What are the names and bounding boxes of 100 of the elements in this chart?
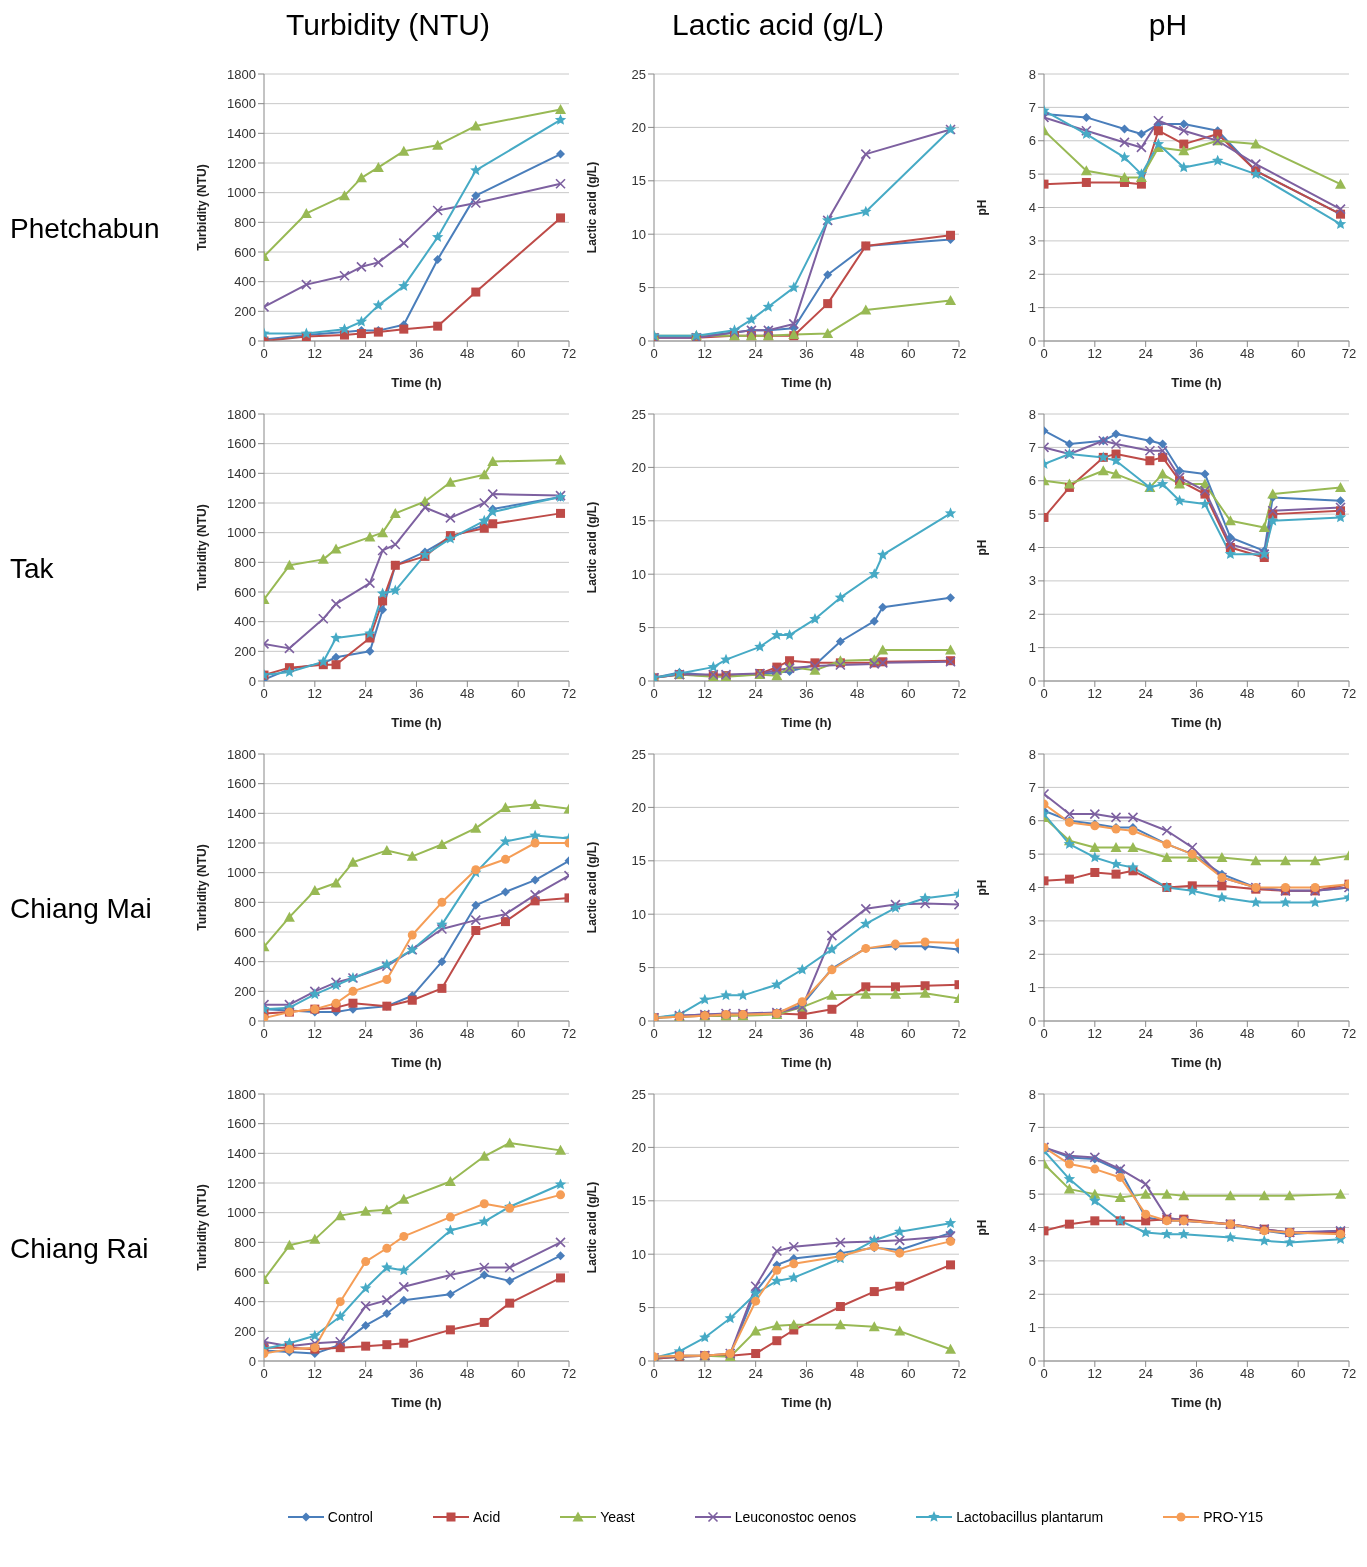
- x-tick-label: 60: [900, 686, 916, 702]
- y-tick-label: 1800: [227, 66, 256, 82]
- y-axis-title: pH: [975, 879, 990, 896]
- y-tick-label: 20: [631, 120, 646, 136]
- x-tick-label: 0: [650, 346, 658, 362]
- y-tick-label: 10: [631, 906, 646, 922]
- x-axis-title: Time (h): [391, 1055, 442, 1070]
- x-tick-label: 60: [510, 346, 526, 362]
- y-tick-label: 1800: [227, 406, 256, 422]
- x-tick-label: 72: [561, 346, 577, 362]
- y-tick-label: 15: [631, 173, 646, 189]
- y-tick-label: 0: [248, 333, 256, 349]
- x-tick-label: 48: [850, 686, 865, 702]
- text: Chiang Rai: [10, 1233, 149, 1265]
- x-tick-label: 24: [748, 686, 763, 702]
- x-tick-label: 0: [650, 1026, 658, 1042]
- y-tick-label: 0: [248, 1353, 256, 1369]
- x-tick-label: 48: [1240, 1026, 1255, 1042]
- y-tick-label: 600: [234, 1264, 256, 1280]
- x-tick-label: 72: [561, 686, 577, 702]
- y-tick-label: 200: [234, 983, 256, 999]
- y-tick-label: 4: [1028, 880, 1036, 896]
- x-tick-label: 72: [1341, 346, 1357, 362]
- y-tick-label: 6: [1028, 1153, 1036, 1169]
- y-tick-label: 200: [234, 643, 256, 659]
- y-tick-label: 1600: [227, 776, 256, 792]
- y-tick-label: 1600: [227, 436, 256, 452]
- x-axis-title: Time (h): [391, 375, 442, 390]
- x-tick-label: 36: [1189, 1026, 1204, 1042]
- x-tick-label: 60: [510, 1026, 526, 1042]
- y-tick-label: 10: [631, 226, 646, 242]
- y-tick-label: 200: [234, 303, 256, 319]
- y-tick-label: 3: [1028, 573, 1036, 589]
- x-tick-label: 72: [951, 346, 967, 362]
- legend-label: PRO-Y15: [1203, 1509, 1264, 1525]
- y-tick-label: 4: [1028, 200, 1036, 216]
- y-tick-label: 4: [1028, 1220, 1036, 1236]
- x-axis-title: Time (h): [391, 715, 442, 730]
- x-tick-label: 36: [409, 1366, 424, 1382]
- y-tick-label: 0: [638, 1353, 646, 1369]
- y-axis-title: Turbidity (NTU): [195, 164, 210, 251]
- y-axis-title: pH: [975, 1219, 990, 1236]
- legend-label: Lactobacillus plantarum: [956, 1509, 1104, 1525]
- x-tick-label: 24: [748, 1026, 763, 1042]
- x-tick-label: 48: [850, 346, 865, 362]
- y-tick-label: 8: [1028, 66, 1036, 82]
- y-tick-label: 400: [234, 614, 256, 630]
- y-tick-label: 0: [1028, 673, 1036, 689]
- x-tick-label: 36: [799, 686, 814, 702]
- y-tick-label: 0: [248, 1013, 256, 1029]
- y-tick-label: 1400: [227, 1145, 256, 1161]
- x-tick-label: 72: [1341, 686, 1357, 702]
- x-tick-label: 0: [650, 686, 658, 702]
- y-tick-label: 800: [234, 894, 256, 910]
- y-tick-label: 1000: [227, 1205, 256, 1221]
- y-tick-label: 1: [1028, 640, 1036, 656]
- x-tick-label: 12: [307, 1366, 323, 1382]
- x-tick-label: 12: [1087, 1366, 1103, 1382]
- y-tick-label: 20: [631, 800, 646, 816]
- x-tick-label: 24: [748, 1366, 763, 1382]
- y-axis-title: Lactic acid (g/L): [585, 501, 600, 594]
- text: Tak: [10, 553, 54, 585]
- y-axis-title: Lactic acid (g/L): [585, 841, 600, 934]
- y-tick-label: 0: [248, 673, 256, 689]
- y-tick-label: 5: [1028, 506, 1036, 522]
- x-tick-label: 72: [1341, 1026, 1357, 1042]
- y-tick-label: 15: [631, 513, 646, 529]
- y-tick-label: 5: [638, 620, 646, 636]
- y-axis-title: Lactic acid (g/L): [585, 161, 600, 254]
- y-tick-label: 8: [1028, 1086, 1036, 1102]
- x-tick-label: 12: [1087, 1026, 1103, 1042]
- y-axis-title: pH: [975, 199, 990, 216]
- x-tick-label: 0: [260, 686, 268, 702]
- y-tick-label: 2: [1028, 266, 1036, 282]
- text: Phetchabun: [10, 213, 160, 245]
- x-tick-label: 36: [409, 1026, 424, 1042]
- x-axis-title: Time (h): [1171, 375, 1222, 390]
- x-tick-label: 24: [1138, 1366, 1153, 1382]
- x-tick-label: 0: [260, 346, 268, 362]
- x-tick-label: 60: [1290, 686, 1306, 702]
- x-tick-label: 48: [460, 346, 475, 362]
- x-tick-label: 12: [697, 1366, 713, 1382]
- x-axis-title: Time (h): [781, 715, 832, 730]
- y-tick-label: 25: [631, 406, 646, 422]
- y-tick-label: 1: [1028, 980, 1036, 996]
- x-tick-label: 72: [951, 1026, 967, 1042]
- y-tick-label: 8: [1028, 406, 1036, 422]
- y-tick-label: 1000: [227, 185, 256, 201]
- legend-label: Yeast: [600, 1509, 635, 1525]
- x-tick-label: 24: [748, 346, 763, 362]
- x-tick-label: 36: [799, 1366, 814, 1382]
- y-tick-label: 1: [1028, 300, 1036, 316]
- x-tick-label: 60: [900, 1026, 916, 1042]
- x-axis-title: Time (h): [1171, 715, 1222, 730]
- x-tick-label: 36: [1189, 1366, 1204, 1382]
- y-tick-label: 2: [1028, 1286, 1036, 1302]
- y-tick-label: 5: [638, 280, 646, 296]
- y-tick-label: 800: [234, 214, 256, 230]
- y-tick-label: 25: [631, 66, 646, 82]
- x-tick-label: 60: [1290, 346, 1306, 362]
